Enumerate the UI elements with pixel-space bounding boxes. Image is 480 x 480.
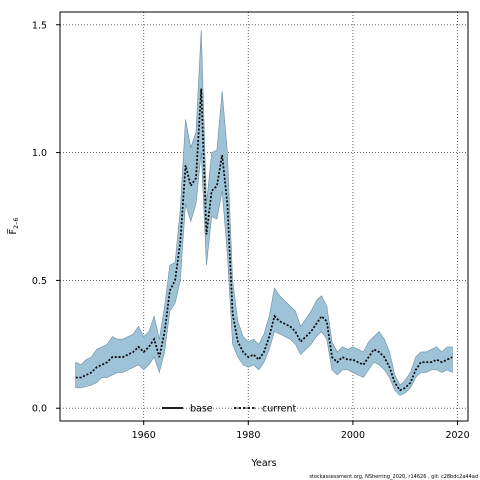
y-tick-label-1: 0.5 <box>32 276 47 287</box>
y-tick-label-3: 1.5 <box>32 20 47 31</box>
y-tick-label-2: 1.0 <box>32 148 47 159</box>
y-tick-label-0: 0.0 <box>32 404 47 415</box>
x-tick-label-1960: 1960 <box>132 430 156 441</box>
grid <box>60 12 468 421</box>
x-tick-label-2020: 2020 <box>445 430 469 441</box>
legend: base current <box>162 404 297 415</box>
legend-label-base: base <box>190 404 213 415</box>
x-axis-label: Years <box>250 458 276 469</box>
credit-text: stockassessment.org, NSherring_2020, r14… <box>309 474 478 480</box>
plot-frame <box>59 11 469 422</box>
series-line-current <box>75 88 453 392</box>
legend-label-current: current <box>262 404 297 415</box>
x-tick-label-1980: 1980 <box>236 430 260 441</box>
x-tick-label-2000: 2000 <box>341 430 365 441</box>
y-axis-label: F̅2–6 <box>7 218 20 235</box>
axis-ticks: 1960 1980 2000 2020 0.0 0.5 1.0 1.5 <box>32 20 470 441</box>
confidence-band <box>75 29 453 396</box>
